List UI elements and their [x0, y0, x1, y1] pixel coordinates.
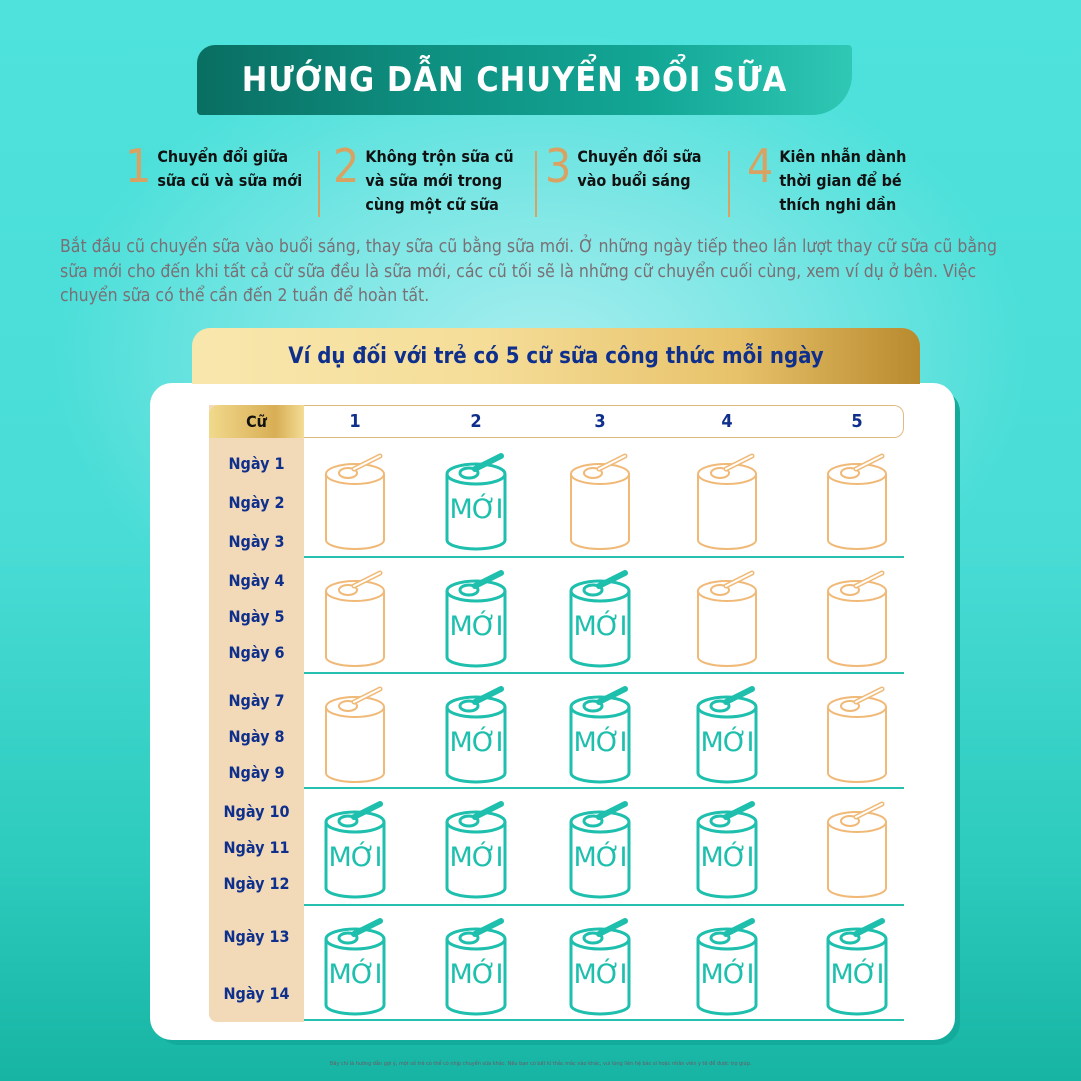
new-milk-can-icon: MỚI: [812, 911, 902, 1021]
step-text: Không trộn sữa cũ và sữa mới trong cùng …: [365, 147, 514, 214]
step-text: Chuyển đổi sữa vào buổi sáng: [577, 147, 702, 190]
new-milk-can-icon: MỚI: [431, 563, 521, 673]
day-label: Ngày 9: [228, 763, 285, 782]
new-label: MỚI: [573, 842, 628, 873]
new-label: MỚI: [449, 611, 504, 642]
new-milk-can-icon: MỚI: [555, 563, 645, 673]
step-number: 3: [545, 139, 572, 193]
new-label: MỚI: [573, 727, 628, 758]
new-label: MỚI: [700, 727, 755, 758]
old-milk-can-icon: [682, 446, 772, 556]
new-milk-can-icon: MỚI: [310, 794, 400, 904]
old-milk-can-icon: [310, 563, 400, 673]
row-divider: [304, 672, 904, 674]
column-header-bar: [304, 405, 904, 438]
step-text: Kiên nhẫn dành thời gian để bé thích ngh…: [779, 147, 907, 214]
row-divider: [304, 1019, 904, 1021]
new-milk-can-icon: MỚI: [431, 794, 521, 904]
day-label: Ngày 13: [223, 927, 290, 946]
day-label: Ngày 11: [223, 838, 290, 857]
step-number: 1: [125, 139, 152, 193]
new-label: MỚI: [449, 494, 504, 525]
new-label: MỚI: [449, 959, 504, 990]
old-milk-can-icon: [812, 446, 902, 556]
old-milk-can-icon: [812, 679, 902, 789]
new-milk-can-icon: MỚI: [682, 679, 772, 789]
new-label: MỚI: [830, 959, 885, 990]
new-label: MỚI: [573, 611, 628, 642]
steps: 1 Chuyển đổi giữa sữa cũ và sữa mới 2 Khôn…: [125, 139, 945, 217]
page-title: HƯỚNG DẪN CHUYỂN ĐỔI SỮA: [197, 45, 852, 115]
new-milk-can-icon: MỚI: [682, 911, 772, 1021]
new-milk-can-icon: MỚI: [682, 794, 772, 904]
new-milk-can-icon: MỚI: [555, 911, 645, 1021]
new-milk-can-icon: MỚI: [431, 911, 521, 1021]
day-label: Ngày 7: [228, 691, 285, 710]
day-label: Ngày 8: [228, 727, 285, 746]
new-milk-can-icon: MỚI: [431, 446, 521, 556]
old-milk-can-icon: [555, 446, 645, 556]
row-divider: [304, 787, 904, 789]
divider: [728, 151, 730, 217]
new-milk-can-icon: MỚI: [431, 679, 521, 789]
example-title: Ví dụ đối với trẻ có 5 cữ sữa công thức …: [192, 328, 920, 384]
day-label: Ngày 14: [223, 984, 290, 1003]
feeding-header: Cữ: [209, 405, 304, 438]
day-label: Ngày 6: [228, 643, 285, 662]
column-number: 5: [851, 411, 863, 432]
new-label: MỚI: [700, 959, 755, 990]
step-3: 3 Chuyển đổi sữa vào buổi sáng: [545, 139, 702, 193]
step-number: 4: [747, 139, 774, 193]
step-1: 1 Chuyển đổi giữa sữa cũ và sữa mới: [125, 139, 303, 193]
new-label: MỚI: [328, 959, 383, 990]
old-milk-can-icon: [812, 794, 902, 904]
divider: [318, 151, 320, 217]
new-milk-can-icon: MỚI: [555, 679, 645, 789]
old-milk-can-icon: [812, 563, 902, 673]
step-2: 2 Không trộn sữa cũ và sữa mới trong cùng…: [333, 139, 514, 217]
divider: [535, 151, 537, 217]
intro-paragraph: Bắt đầu cũ chuyển sữa vào buổi sáng, tha…: [60, 237, 997, 306]
day-label: Ngày 2: [228, 493, 285, 512]
new-label: MỚI: [328, 842, 383, 873]
old-milk-can-icon: [682, 563, 772, 673]
day-label: Ngày 4: [228, 571, 285, 590]
step-number: 2: [333, 139, 360, 193]
column-number: 2: [470, 411, 482, 432]
new-label: MỚI: [449, 842, 504, 873]
step-text: Chuyển đổi giữa sữa cũ và sữa mới: [157, 147, 303, 190]
new-label: MỚI: [700, 842, 755, 873]
column-number: 1: [349, 411, 361, 432]
new-milk-can-icon: MỚI: [310, 911, 400, 1021]
day-label: Ngày 12: [223, 874, 290, 893]
row-divider: [304, 556, 904, 558]
new-label: MỚI: [573, 959, 628, 990]
day-label: Ngày 3: [228, 532, 285, 551]
column-number: 3: [594, 411, 606, 432]
day-label: Ngày 10: [223, 802, 290, 821]
row-divider: [304, 904, 904, 906]
step-4: 4 Kiên nhẫn dành thời gian để bé thích ng…: [747, 139, 907, 217]
footnote: Đây chỉ là hướng dẫn gợi ý, một số trẻ c…: [329, 1061, 752, 1067]
day-label: Ngày 1: [228, 454, 285, 473]
old-milk-can-icon: [310, 446, 400, 556]
day-column: [209, 405, 304, 1022]
new-milk-can-icon: MỚI: [555, 794, 645, 904]
column-number: 4: [721, 411, 733, 432]
day-label: Ngày 5: [228, 607, 285, 626]
old-milk-can-icon: [310, 679, 400, 789]
new-label: MỚI: [449, 727, 504, 758]
